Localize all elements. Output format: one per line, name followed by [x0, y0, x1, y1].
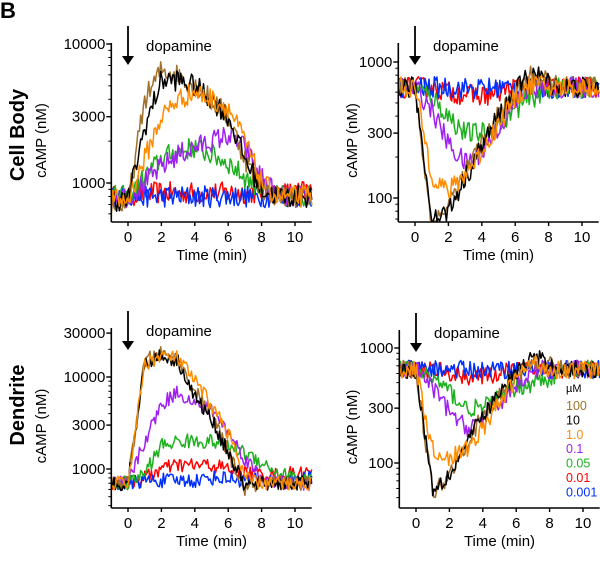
y-tick-label: 10000: [64, 36, 106, 53]
legend-entry-0.1: 0.1: [566, 442, 583, 456]
panel-dendrite-decrease: 0 2 4 6 8 10 Time (min) 100 300 1000 cAMP (nM) dopa…: [344, 313, 600, 550]
y-tick-label: 3000: [72, 109, 105, 126]
legend-unit: µM: [566, 383, 582, 395]
y-tick-label: 10000: [64, 369, 106, 386]
x-tick-label: 8: [257, 515, 265, 532]
x-axis-label: Time (min): [176, 247, 247, 264]
series-line-1.0: [398, 354, 600, 467]
x-tick-label: 10: [287, 229, 304, 246]
y-tick-label: 1000: [72, 175, 105, 192]
x-tick-label: 10: [575, 515, 592, 532]
y-tick-label: 1000: [359, 54, 392, 71]
series-group: [110, 61, 313, 215]
legend-entry-100: 100: [566, 399, 587, 413]
series-line-10: [397, 66, 600, 222]
series-line-1.0: [111, 350, 313, 491]
x-tick-label: 4: [479, 515, 487, 532]
y-tick-label: 1000: [72, 461, 105, 478]
x-tick-label: 6: [511, 229, 519, 246]
panel-dendrite-increase: 0 2 4 6 8 10 Time (min) 1000 3000 10000 30000 cAMP …: [33, 311, 313, 550]
x-tick-label: 4: [191, 229, 199, 246]
arrow-head-icon: [122, 341, 134, 350]
annotation-dopamine: dopamine: [146, 38, 212, 55]
x-tick-label: 0: [124, 515, 132, 532]
x-tick-label: 0: [411, 229, 419, 246]
annotation-dopamine: dopamine: [434, 325, 500, 342]
legend-entry-0.01: 0.01: [566, 471, 590, 485]
figure-label: B: [0, 0, 16, 23]
x-tick-label: 10: [287, 515, 304, 532]
series-group: [110, 345, 313, 497]
y-axis-label: cAMP (nM): [344, 103, 361, 178]
y-tick-label: 100: [368, 455, 393, 472]
y-axis-label: cAMP (nM): [33, 103, 50, 178]
y-axis-label: cAMP (nM): [33, 389, 50, 464]
legend-entry-1.0: 1.0: [566, 428, 583, 442]
arrow-head-icon: [122, 56, 134, 65]
y-tick-label: 100: [367, 190, 392, 207]
row-label-cell-body: Cell Body: [7, 88, 29, 181]
x-tick-label: 10: [574, 229, 591, 246]
arrow-head-icon: [409, 56, 421, 65]
x-tick-label: 2: [157, 515, 165, 532]
x-tick-label: 6: [512, 515, 520, 532]
x-tick-label: 8: [545, 515, 553, 532]
legend-entry-0.05: 0.05: [566, 457, 590, 471]
x-tick-label: 2: [445, 515, 453, 532]
series-group: [397, 65, 600, 222]
y-tick-label: 300: [368, 400, 393, 417]
x-tick-label: 2: [157, 229, 165, 246]
legend-entry-0.001: 0.001: [566, 485, 597, 499]
x-tick-label: 2: [444, 229, 452, 246]
x-tick-label: 8: [544, 229, 552, 246]
y-tick-label: 300: [367, 125, 392, 142]
x-tick-label: 0: [124, 229, 132, 246]
x-tick-label: 4: [191, 515, 199, 532]
y-tick-label: 30000: [64, 325, 106, 342]
series-line-1.0: [110, 83, 313, 209]
arrow-head-icon: [410, 343, 422, 352]
annotation-dopamine: dopamine: [146, 323, 212, 340]
legend-entry-10: 10: [566, 413, 580, 427]
x-tick-label: 6: [224, 515, 232, 532]
series-line-0.001: [398, 359, 600, 380]
x-axis-label: Time (min): [464, 533, 535, 550]
panel-cellbody-increase: 0 2 4 6 8 10 Time (min) 1000 3000 10000 cAMP (nM) d…: [33, 26, 313, 264]
x-tick-label: 0: [412, 515, 420, 532]
x-tick-label: 8: [257, 229, 265, 246]
series-line-0.1: [110, 385, 313, 492]
annotation-dopamine: dopamine: [433, 38, 499, 55]
y-tick-label: 3000: [72, 417, 105, 434]
series-group: [398, 350, 600, 499]
row-label-dendrite: Dendrite: [7, 364, 29, 445]
x-axis-label: Time (min): [463, 247, 534, 264]
y-axis-label: cAMP (nM): [344, 390, 361, 465]
panel-cellbody-decrease: 0 2 4 6 8 10 Time (min) 100 300 1000 cAMP (nM) dopa…: [344, 26, 600, 264]
y-tick-label: 1000: [360, 340, 393, 357]
x-axis-label: Time (min): [176, 533, 247, 550]
x-tick-label: 4: [478, 229, 486, 246]
series-line-1.0: [397, 73, 600, 199]
x-tick-label: 6: [224, 229, 232, 246]
